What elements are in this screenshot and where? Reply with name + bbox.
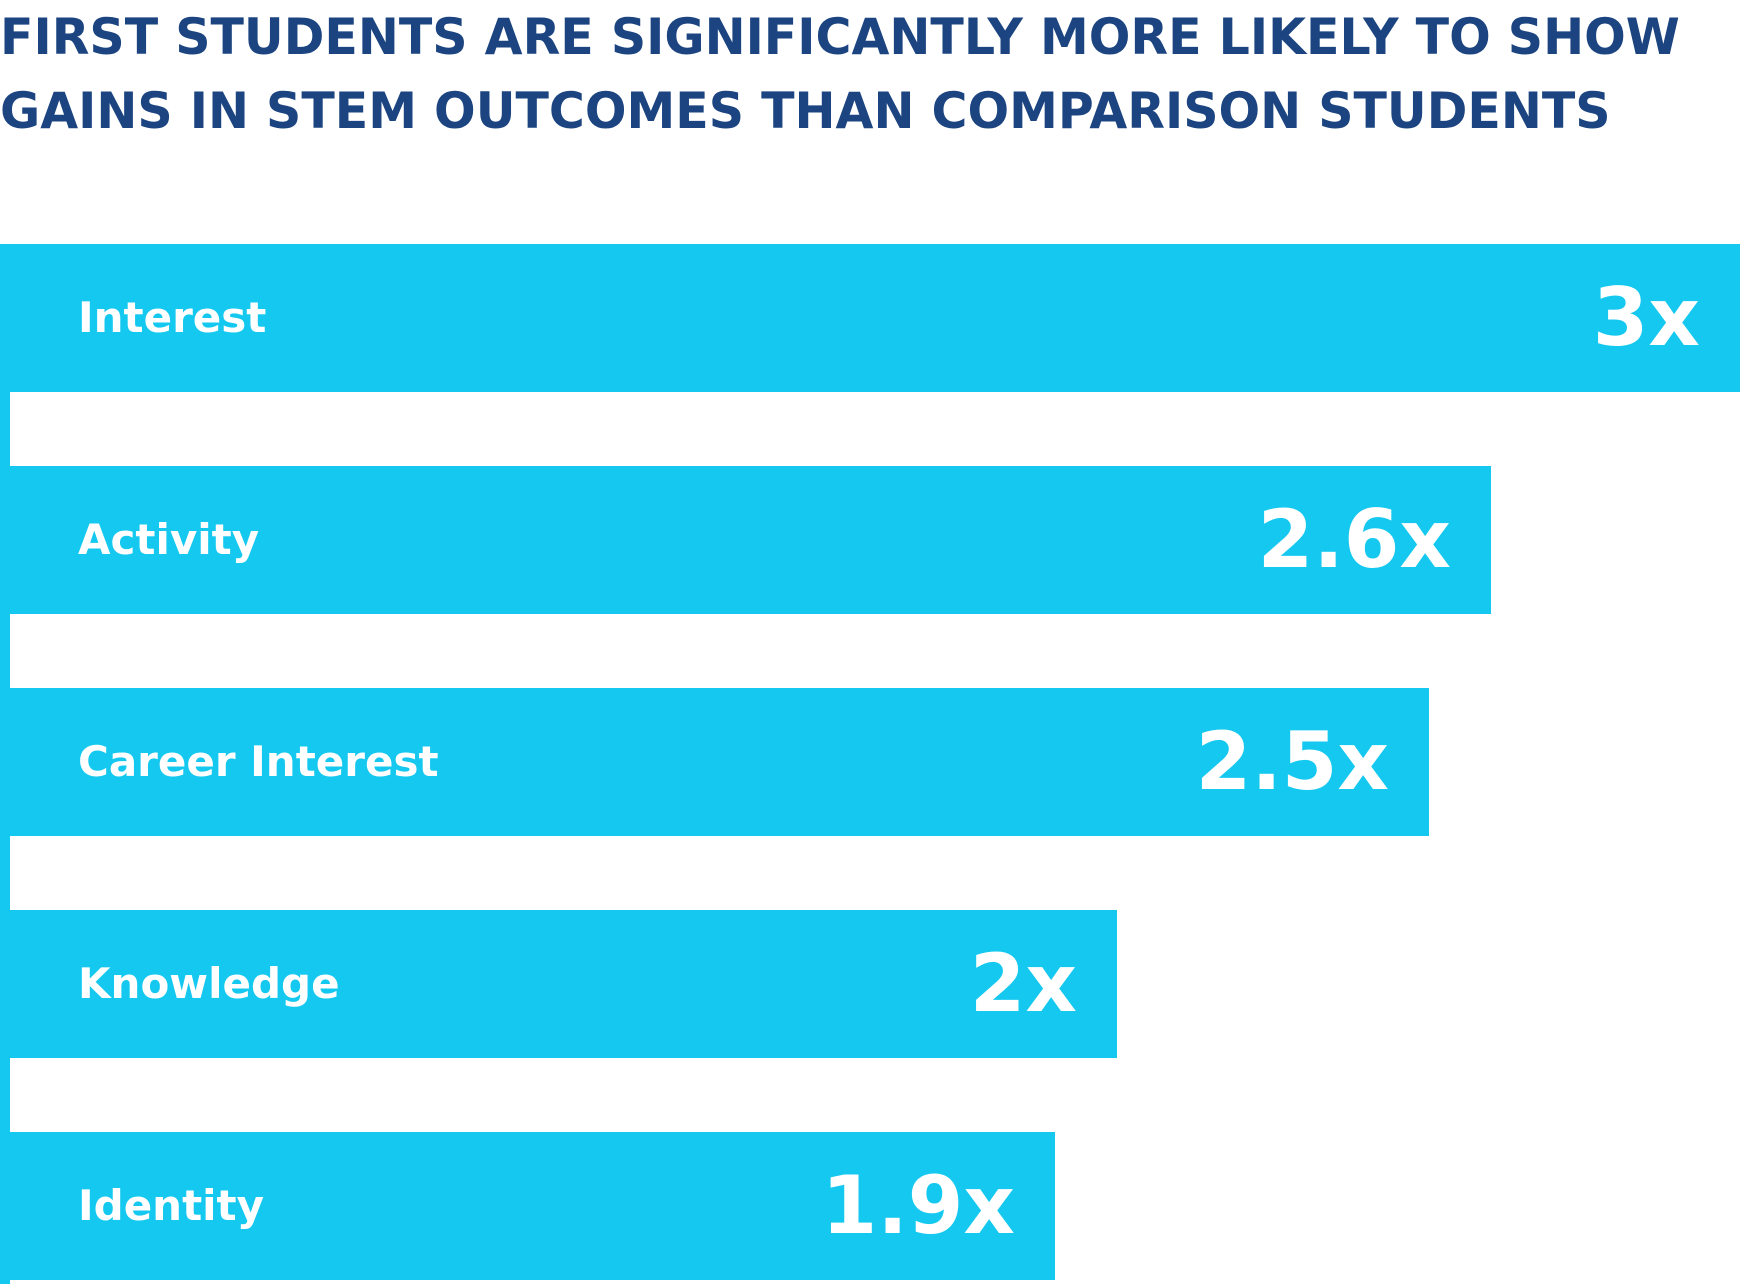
bar-label: Identity — [78, 1181, 265, 1230]
bar-career-interest: Career Interest 2.5x — [0, 688, 1429, 836]
bar-interest: Interest 3x — [0, 244, 1740, 392]
bar-knowledge: Knowledge 2x — [0, 910, 1117, 1058]
bar-value-label: 1.9x — [821, 1159, 1015, 1252]
bar-activity: Activity 2.6x — [0, 466, 1491, 614]
bar-label: Interest — [78, 293, 267, 342]
chart-title-line-1: FIRST STUDENTS ARE SIGNIFICANTLY MORE LI… — [0, 8, 1680, 66]
chart-title: FIRST STUDENTS ARE SIGNIFICANTLY MORE LI… — [0, 0, 1705, 148]
bar-label: Career Interest — [78, 737, 439, 786]
bar-value-label: 3x — [1592, 271, 1700, 364]
bar-value-label: 2.5x — [1195, 715, 1389, 808]
bar-value-label: 2x — [969, 937, 1077, 1030]
bar-value-label: 2.6x — [1257, 493, 1451, 586]
bar-label: Activity — [78, 515, 260, 564]
chart-title-line-2: GAINS IN STEM OUTCOMES THAN COMPARISON S… — [0, 82, 1611, 140]
bar-label: Knowledge — [78, 959, 340, 1008]
bar-identity: Identity 1.9x — [0, 1132, 1055, 1280]
